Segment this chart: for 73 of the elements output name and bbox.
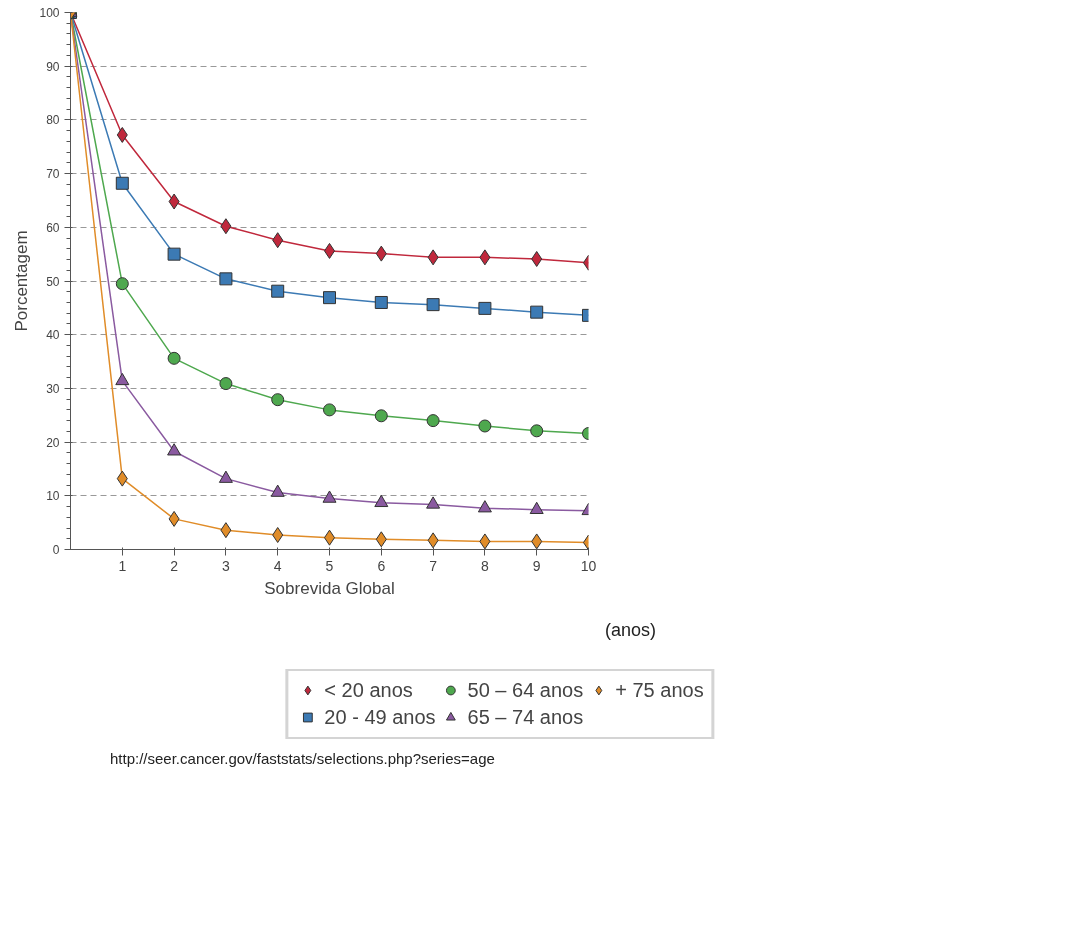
point <box>426 298 440 312</box>
x-tick-label: 2 <box>170 557 179 574</box>
text: (anos) <box>605 619 657 642</box>
y-tick-label: 40 <box>46 328 60 343</box>
legend-label: 65 – 74 anos <box>467 705 584 729</box>
point <box>529 501 544 515</box>
legend-label: 20 - 49 anos <box>324 705 436 729</box>
point <box>168 510 180 527</box>
point <box>427 532 439 549</box>
point <box>531 250 543 267</box>
point <box>167 351 181 365</box>
text: http://seer.cancer.gov/faststats/selections.php?series=age <box>110 748 495 769</box>
point <box>374 409 388 423</box>
y-tick-label: 30 <box>46 381 60 396</box>
point <box>168 193 180 210</box>
point <box>167 443 182 456</box>
point <box>531 533 543 550</box>
point <box>374 494 389 508</box>
point <box>271 284 285 298</box>
legend-label: + 75 anos <box>615 678 704 702</box>
y-tick-label: 60 <box>46 220 60 235</box>
y-tick-label: 50 <box>46 274 60 289</box>
point <box>219 377 233 391</box>
point <box>323 291 336 305</box>
legend-label: 50 – 64 anos <box>467 678 584 702</box>
point <box>270 484 285 497</box>
point <box>530 305 544 319</box>
point <box>375 245 387 262</box>
legend-label: < 20 anos <box>324 678 413 702</box>
y-axis-title: Porcentagem <box>12 230 32 332</box>
point <box>219 272 233 286</box>
x-tick-label: 3 <box>222 557 231 574</box>
y-tick-label: 80 <box>46 113 60 128</box>
x-tick-label: 4 <box>273 557 282 574</box>
y-tick-label: 90 <box>46 59 60 74</box>
point <box>426 496 441 509</box>
point <box>218 470 233 483</box>
x-tick-label: 9 <box>532 557 541 574</box>
x-axis-title: Sobrevida Global <box>264 578 395 598</box>
point <box>115 372 130 386</box>
point <box>220 522 232 539</box>
point <box>374 295 388 309</box>
point <box>116 470 128 487</box>
point <box>427 249 439 266</box>
point <box>272 527 284 543</box>
x-tick-label: 6 <box>377 557 386 574</box>
x-tick-label: 5 <box>325 557 334 574</box>
y-tick-label: 0 <box>52 543 60 557</box>
y-tick-label: 10 <box>46 489 60 504</box>
x-tick-label: 8 <box>481 557 490 574</box>
point <box>115 176 129 190</box>
point <box>272 232 284 249</box>
x-tick-label: 1 <box>118 557 127 574</box>
point <box>167 247 181 261</box>
point <box>271 393 285 407</box>
y-tick-label: 20 <box>46 435 60 450</box>
x-tick-label: 7 <box>429 557 438 574</box>
point <box>323 403 336 417</box>
point <box>479 249 491 266</box>
point <box>375 531 387 548</box>
point <box>426 414 440 428</box>
point <box>220 218 232 235</box>
point <box>530 424 544 438</box>
point <box>479 533 491 550</box>
point <box>478 301 492 315</box>
y-tick-label: 70 <box>46 167 60 182</box>
x-tick-label: 10 <box>580 557 597 574</box>
point <box>477 500 492 513</box>
point <box>322 490 337 503</box>
point <box>478 419 492 433</box>
point <box>115 277 129 291</box>
y-tick-label: 100 <box>39 6 60 20</box>
point <box>116 126 128 143</box>
